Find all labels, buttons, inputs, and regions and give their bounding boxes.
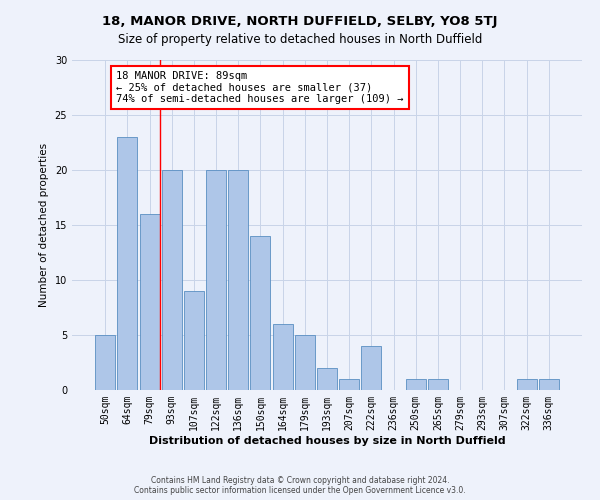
Text: 18, MANOR DRIVE, NORTH DUFFIELD, SELBY, YO8 5TJ: 18, MANOR DRIVE, NORTH DUFFIELD, SELBY, … — [102, 15, 498, 28]
Bar — [317, 368, 337, 390]
Bar — [428, 379, 448, 390]
Bar — [118, 137, 137, 390]
Bar — [184, 291, 204, 390]
Bar — [206, 170, 226, 390]
Bar — [95, 335, 115, 390]
X-axis label: Distribution of detached houses by size in North Duffield: Distribution of detached houses by size … — [149, 436, 505, 446]
Bar — [339, 379, 359, 390]
Bar — [295, 335, 315, 390]
Y-axis label: Number of detached properties: Number of detached properties — [39, 143, 49, 307]
Bar — [140, 214, 160, 390]
Bar — [361, 346, 382, 390]
Bar — [250, 236, 271, 390]
Bar — [272, 324, 293, 390]
Text: 18 MANOR DRIVE: 89sqm
← 25% of detached houses are smaller (37)
74% of semi-deta: 18 MANOR DRIVE: 89sqm ← 25% of detached … — [116, 71, 404, 104]
Bar — [228, 170, 248, 390]
Bar — [517, 379, 536, 390]
Bar — [539, 379, 559, 390]
Bar — [406, 379, 426, 390]
Bar — [162, 170, 182, 390]
Text: Contains HM Land Registry data © Crown copyright and database right 2024.
Contai: Contains HM Land Registry data © Crown c… — [134, 476, 466, 495]
Text: Size of property relative to detached houses in North Duffield: Size of property relative to detached ho… — [118, 32, 482, 46]
